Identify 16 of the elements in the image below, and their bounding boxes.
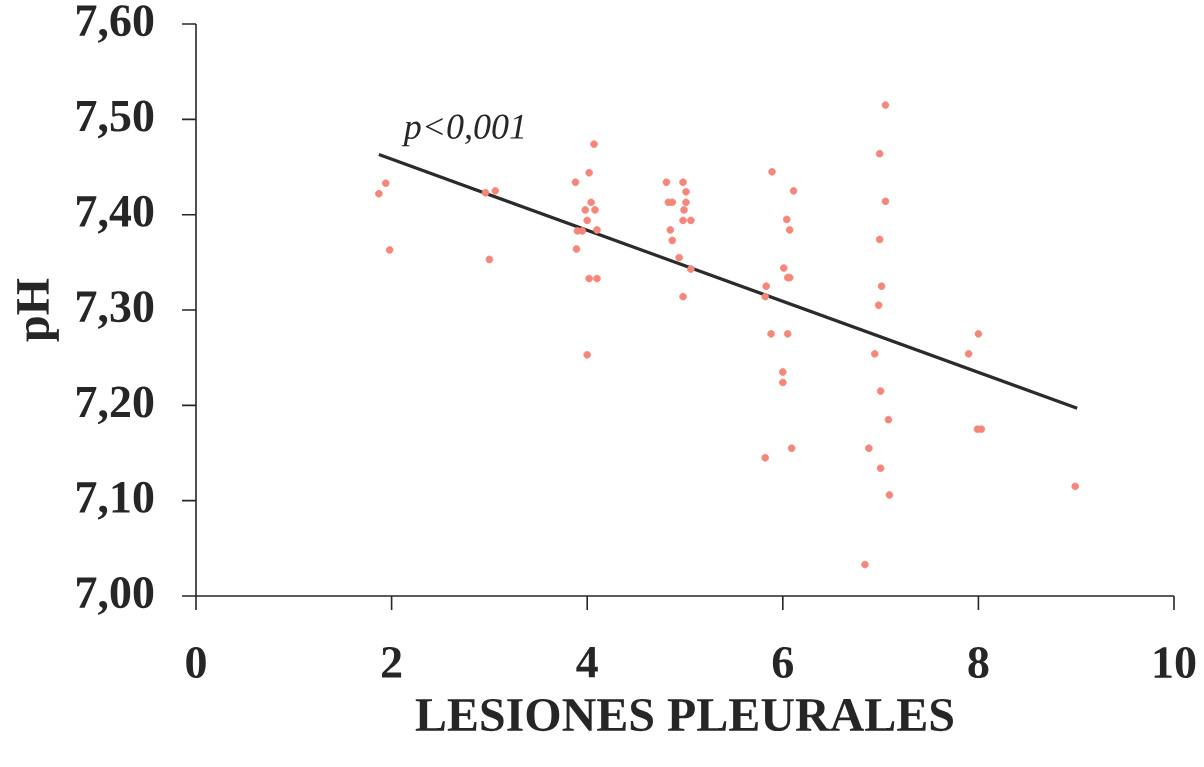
x-tick-label: 4	[576, 647, 598, 678]
y-tick-label: 7,60	[77, 5, 154, 43]
y-tick-label: 7,30	[77, 291, 154, 329]
x-axis-title: LESIONES PLEURALES	[415, 698, 953, 732]
y-tick-label: 7,40	[77, 195, 154, 234]
x-tick-label: 2	[382, 647, 402, 678]
annotation: p<0,001	[401, 114, 524, 147]
x-tick-label: 8	[968, 647, 989, 679]
y-tick-label: 7,20	[77, 386, 154, 425]
y-tick-label: 7,50	[77, 100, 154, 139]
y-tick-label: 7,00	[77, 577, 154, 615]
y-axis-title: pH	[17, 278, 59, 342]
x-tick-label: 0	[186, 647, 206, 679]
x-tick-label: 6	[772, 647, 793, 678]
x-tick-label: 10	[1154, 647, 1196, 679]
y-tick-label: 7,10	[77, 481, 154, 520]
